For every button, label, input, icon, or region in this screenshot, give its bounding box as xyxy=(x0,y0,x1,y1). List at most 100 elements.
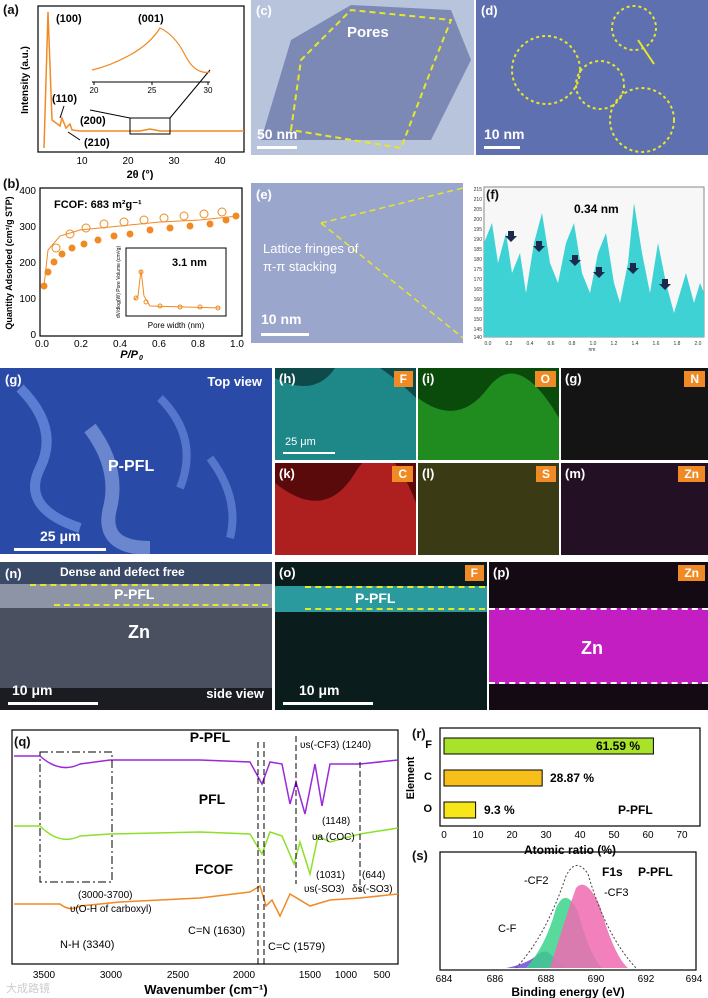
tick-label: 0.0 xyxy=(35,339,49,350)
annotation: υ(O-H of carboxyl) xyxy=(70,904,152,915)
dense-label: Dense and defect free xyxy=(60,565,185,579)
panel-label: (h) xyxy=(279,371,296,386)
tick-label: 10 xyxy=(472,830,484,841)
panel-label: (g) xyxy=(565,371,582,386)
panel-label: (f) xyxy=(486,187,499,202)
panel-e: (e) Lattice fringes of π-π stacking 10 n… xyxy=(251,183,463,343)
panel-r: F C O 61.59 % 28.87 % 9.3 % P-PFL 0 10 2… xyxy=(406,724,708,864)
bar-o xyxy=(443,801,477,819)
tick-label: 1.8 xyxy=(674,341,681,347)
watermark: 大成路镜 xyxy=(6,983,50,995)
panel-label: (n) xyxy=(5,566,22,581)
sample-label: P-PFL xyxy=(108,458,155,475)
tick-label: 0.6 xyxy=(152,339,166,350)
tick-label: 500 xyxy=(374,970,391,981)
tick-label: 0.2 xyxy=(74,339,88,350)
tick-label: 694 xyxy=(686,974,703,985)
tick-label: 165 xyxy=(474,287,483,293)
panel-label: (r) xyxy=(412,726,426,741)
tick-label: 400 xyxy=(19,186,36,197)
view-label: side view xyxy=(206,686,264,701)
tick-label: 0 xyxy=(30,330,36,341)
element-tag: O xyxy=(534,371,556,387)
inset-y-label: dV/dlog(W) Pore Volume (cm³/g) xyxy=(116,246,122,319)
annotation: (1148) xyxy=(322,816,350,827)
tick-label: 300 xyxy=(19,222,36,233)
bet-chart: 0.0 0.2 0.4 0.6 0.8 1.0 0 100 200 300 40… xyxy=(4,186,244,360)
tick-label: 20 xyxy=(506,830,518,841)
spacing-value: 0.34 nm xyxy=(574,202,619,216)
tick-label: 1.0 xyxy=(590,341,597,347)
tick-label: 688 xyxy=(538,974,555,985)
panel-s: F1s P-PFL -CF2 -CF3 C-F 684 686 688 690 … xyxy=(406,846,708,998)
bar-c xyxy=(443,769,543,787)
tick-label: 0.8 xyxy=(569,341,576,347)
tick-label: 180 xyxy=(474,257,483,263)
element-tag: C xyxy=(392,466,413,482)
tick-label: 1000 xyxy=(335,970,358,981)
panel-n: (n) Dense and defect free P-PFL Zn 10 μm… xyxy=(0,562,272,710)
scale-bar xyxy=(261,333,309,336)
peak-label: C-F xyxy=(498,923,517,935)
annotation: δs(-SO3) xyxy=(352,884,393,895)
element-tag: Zn xyxy=(678,565,705,581)
peak-label: -CF2 xyxy=(524,875,548,887)
annotation: (644) xyxy=(362,870,385,881)
panel-label: (q) xyxy=(14,734,31,749)
element-tag: N xyxy=(684,371,705,387)
tick-label: 10 xyxy=(76,156,88,167)
element-tag: S xyxy=(535,466,556,482)
series-label: PFL xyxy=(199,791,226,807)
tick-label: 0.4 xyxy=(113,339,127,350)
panel-label: (m) xyxy=(565,466,586,481)
x-axis-label-sub: 0 xyxy=(139,355,143,360)
view-label: Top view xyxy=(207,374,262,389)
sample-label: P-PFL xyxy=(618,803,653,817)
x-axis-label: 2θ (°) xyxy=(127,169,154,180)
lattice-text: Lattice fringes of xyxy=(263,241,359,256)
xps-title: F1s xyxy=(602,865,623,879)
panel-g2: (g) N xyxy=(561,368,708,460)
scale-bar xyxy=(283,452,335,454)
scale-bar xyxy=(484,146,520,149)
panel-label: (a) xyxy=(3,2,19,17)
panel-label: (d) xyxy=(481,3,498,18)
peak-label: (001) xyxy=(138,13,164,25)
annotation: υa (COC) xyxy=(312,832,355,843)
inset-value: 3.1 nm xyxy=(172,257,207,269)
tick-label: 160 xyxy=(474,297,483,303)
peak-label: (110) xyxy=(52,93,77,105)
tick-label: 0.8 xyxy=(191,339,205,350)
panel-label: (b) xyxy=(3,178,20,191)
xps-chart: F1s P-PFL -CF2 -CF3 C-F 684 686 688 690 … xyxy=(436,851,703,998)
tem-image xyxy=(261,5,471,150)
tick-label: 30 xyxy=(540,830,552,841)
bet-note: FCOF: 683 m²g⁻¹ xyxy=(54,199,142,211)
y-axis-label: Element xyxy=(406,756,417,799)
bar-value-label: 9.3 % xyxy=(484,803,515,817)
panel-m: (m) Zn xyxy=(561,463,708,555)
tick-label: 195 xyxy=(474,227,483,233)
panel-b: 0.0 0.2 0.4 0.6 0.8 1.0 0 100 200 300 40… xyxy=(0,178,250,360)
tick-label: 185 xyxy=(474,247,483,253)
panel-label: (l) xyxy=(422,466,435,481)
inset-tick: 20 xyxy=(90,86,99,95)
tick-label: 690 xyxy=(588,974,605,985)
xrd-chart: 20 25 30 (100) (001) (110) (200) (210) 1… xyxy=(20,5,245,180)
scale-bar-label: 10 nm xyxy=(261,311,302,327)
tick-label: 200 xyxy=(19,258,36,269)
series-label: P-PFL xyxy=(190,729,231,745)
tick-label: 0.0 xyxy=(485,341,492,347)
x-axis-label: Wavenumber (cm⁻¹) xyxy=(144,982,267,997)
tick-label: 2.0 xyxy=(695,341,702,347)
inset-x-label: Pore width (nm) xyxy=(148,321,205,330)
tick-label: 155 xyxy=(474,307,483,313)
tick-label: 1.4 xyxy=(632,341,639,347)
tick-label: 100 xyxy=(19,294,36,305)
panel-o: (o) F P-PFL 10 μm xyxy=(275,562,487,710)
scale-bar-label: 25 μm xyxy=(285,436,316,448)
annotation: (1031) xyxy=(316,870,345,881)
annotation: (3000-3700) xyxy=(78,890,132,901)
bar-value-label: 61.59 % xyxy=(596,739,640,753)
tick-label: 20 xyxy=(122,156,134,167)
